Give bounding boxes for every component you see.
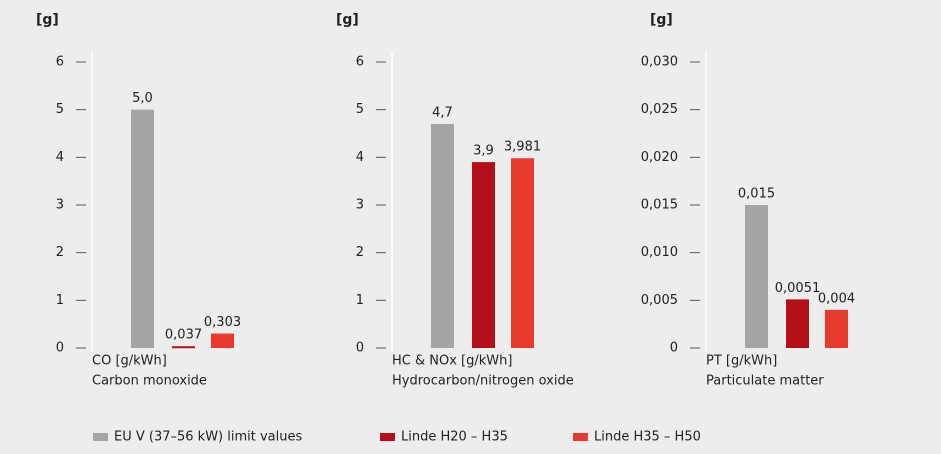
- x-label: Particulate matter: [706, 374, 824, 389]
- y-tick-label: 6: [56, 55, 64, 70]
- x-label: Hydrocarbon/nitrogen oxide: [392, 374, 574, 389]
- value-label: 0,037: [165, 328, 202, 343]
- y-tick-label: 1: [356, 293, 364, 308]
- bar: [745, 205, 768, 348]
- value-label: 4,7: [432, 105, 453, 120]
- legend-label: EU V (37–56 kW) limit values: [114, 430, 302, 445]
- y-tick-label: 0,025: [641, 102, 678, 117]
- x-label: Carbon monoxide: [92, 374, 207, 389]
- bar: [786, 299, 809, 348]
- value-label: 0,0051: [775, 281, 821, 296]
- y-tick-label: 1: [56, 293, 64, 308]
- y-tick-label: 2: [356, 245, 364, 260]
- y-tick-label: 6: [356, 55, 364, 70]
- y-axis-label: [g]: [36, 12, 59, 28]
- legend-swatch: [380, 433, 395, 441]
- y-tick-label: 4: [356, 150, 364, 165]
- y-tick-label: 3: [56, 198, 64, 213]
- x-label: HC & NOx [g/kWh]: [392, 354, 512, 369]
- y-tick-label: 0,020: [641, 150, 678, 165]
- bar: [511, 158, 534, 348]
- x-label: CO [g/kWh]: [92, 354, 167, 369]
- x-label: PT [g/kWh]: [706, 354, 777, 369]
- legend-swatch: [93, 433, 108, 441]
- y-tick-label: 5: [356, 102, 364, 117]
- bar: [431, 123, 454, 348]
- y-tick-label: 0,015: [641, 198, 678, 213]
- y-tick-label: 0,010: [641, 245, 678, 260]
- y-tick-label: 4: [56, 150, 64, 165]
- y-axis-label: [g]: [336, 12, 359, 28]
- value-label: 5,0: [132, 91, 153, 106]
- y-tick-label: 0: [356, 341, 364, 356]
- bar: [472, 162, 495, 348]
- y-tick-label: 0,005: [641, 293, 678, 308]
- legend-label: Linde H35 – H50: [594, 430, 701, 445]
- y-tick-label: 0,030: [641, 55, 678, 70]
- value-label: 0,015: [738, 187, 775, 202]
- y-tick-label: 2: [56, 245, 64, 260]
- bar: [172, 346, 195, 349]
- y-tick-label: 3: [356, 198, 364, 213]
- legend-label: Linde H20 – H35: [401, 430, 508, 445]
- y-tick-label: 5: [56, 102, 64, 117]
- value-label: 0,004: [818, 291, 855, 306]
- bar: [131, 109, 154, 349]
- y-tick-label: 0: [56, 341, 64, 356]
- legend-swatch: [573, 433, 588, 441]
- value-label: 0,303: [204, 315, 241, 330]
- bar: [825, 309, 848, 348]
- value-label: 3,981: [504, 140, 541, 155]
- y-tick-label: 0: [670, 341, 678, 356]
- bar: [211, 333, 234, 348]
- y-axis-label: [g]: [650, 12, 673, 28]
- value-label: 3,9: [473, 144, 494, 159]
